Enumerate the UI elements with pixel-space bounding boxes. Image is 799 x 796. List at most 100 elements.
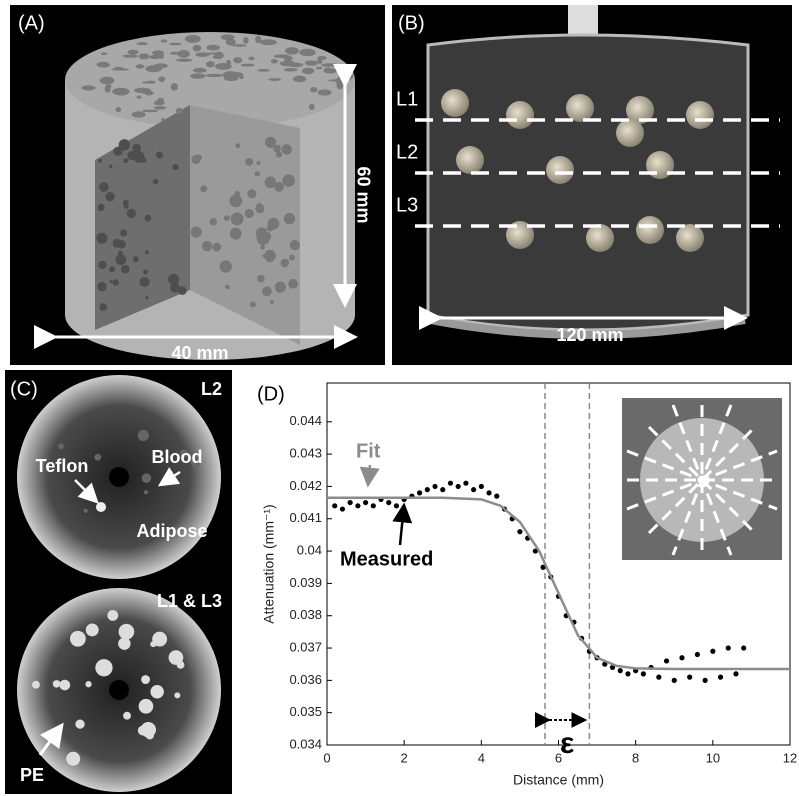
pore bbox=[270, 300, 274, 304]
data-point bbox=[371, 503, 376, 508]
pore bbox=[113, 239, 122, 248]
data-point bbox=[432, 484, 437, 489]
pore bbox=[247, 189, 256, 198]
pore bbox=[220, 260, 232, 272]
pore bbox=[288, 63, 304, 68]
pore bbox=[336, 82, 343, 90]
sphere bbox=[566, 94, 594, 122]
pore bbox=[289, 255, 295, 261]
pore bbox=[302, 68, 314, 75]
pore bbox=[256, 227, 268, 239]
y-tick-label: 0.041 bbox=[289, 510, 322, 525]
pore bbox=[193, 68, 207, 73]
sphere bbox=[441, 89, 469, 117]
insert bbox=[141, 675, 150, 684]
y-tick-label: 0.038 bbox=[289, 607, 322, 622]
annotation: Fit bbox=[356, 440, 381, 462]
data-point bbox=[355, 503, 360, 508]
pore bbox=[176, 108, 183, 114]
pore bbox=[99, 303, 107, 311]
pore bbox=[212, 243, 221, 252]
panel-d: (D) 0246810120.0340.0350.0360.0370.0380.… bbox=[257, 383, 797, 788]
pore bbox=[190, 73, 205, 79]
pore bbox=[241, 64, 255, 67]
pore bbox=[145, 91, 154, 96]
pore bbox=[293, 76, 306, 83]
insert bbox=[177, 661, 185, 669]
x-tick-label: 10 bbox=[706, 750, 720, 765]
pore bbox=[191, 155, 200, 164]
pore bbox=[142, 92, 146, 94]
pore bbox=[172, 164, 178, 170]
insert bbox=[138, 430, 149, 441]
sphere bbox=[616, 119, 644, 147]
pore bbox=[317, 56, 326, 60]
annotation: Adipose bbox=[136, 521, 207, 541]
sphere bbox=[456, 146, 484, 174]
data-point bbox=[741, 645, 746, 650]
pore bbox=[229, 195, 242, 208]
pore bbox=[96, 62, 109, 68]
insert bbox=[85, 681, 91, 687]
insert bbox=[150, 685, 163, 698]
data-point bbox=[618, 668, 623, 673]
pore bbox=[281, 144, 292, 155]
pore bbox=[206, 61, 215, 67]
pore bbox=[100, 77, 115, 85]
panel-b: L1L2L3 (B) 120 mm bbox=[392, 5, 792, 365]
pore bbox=[123, 54, 138, 57]
data-point bbox=[733, 671, 738, 676]
pore bbox=[248, 56, 254, 60]
pore bbox=[136, 64, 145, 68]
pore bbox=[210, 218, 217, 225]
data-point bbox=[394, 503, 399, 508]
slice-label: L1 & L3 bbox=[157, 591, 222, 611]
data-point bbox=[679, 655, 684, 660]
pore bbox=[268, 78, 281, 81]
pore bbox=[154, 106, 167, 109]
data-point bbox=[340, 506, 345, 511]
data-point bbox=[479, 484, 484, 489]
width-label: 120 mm bbox=[556, 325, 623, 345]
pore bbox=[205, 74, 223, 77]
data-point bbox=[517, 529, 522, 534]
pore bbox=[309, 104, 315, 110]
pore bbox=[109, 280, 112, 283]
pore bbox=[145, 250, 149, 254]
pore bbox=[132, 144, 141, 153]
pore bbox=[231, 212, 244, 225]
pore bbox=[97, 282, 107, 292]
insert bbox=[58, 444, 64, 450]
pore bbox=[98, 159, 102, 163]
pore bbox=[273, 145, 280, 152]
pore bbox=[321, 63, 338, 67]
pore bbox=[96, 233, 107, 244]
pore bbox=[106, 84, 112, 88]
pore bbox=[316, 67, 322, 70]
pore bbox=[101, 52, 108, 55]
pore bbox=[113, 147, 122, 156]
slice-label: L2 bbox=[201, 379, 222, 399]
pore bbox=[305, 60, 318, 65]
insert bbox=[66, 752, 80, 766]
data-point bbox=[417, 490, 422, 495]
data-point bbox=[456, 484, 461, 489]
y-tick-label: 0.04 bbox=[297, 543, 322, 558]
data-point bbox=[695, 652, 700, 657]
pore bbox=[161, 118, 165, 121]
pore bbox=[185, 35, 201, 43]
pore bbox=[132, 111, 146, 117]
data-point bbox=[463, 481, 468, 486]
pore bbox=[142, 110, 158, 113]
y-tick-label: 0.043 bbox=[289, 446, 322, 461]
pore bbox=[250, 301, 256, 307]
pore bbox=[98, 261, 106, 269]
pore bbox=[156, 152, 163, 159]
pore bbox=[153, 179, 158, 184]
data-point bbox=[348, 500, 353, 505]
insert bbox=[119, 624, 135, 640]
pore bbox=[275, 282, 286, 293]
pore bbox=[265, 253, 274, 262]
insert bbox=[152, 632, 167, 647]
pore bbox=[149, 55, 161, 59]
